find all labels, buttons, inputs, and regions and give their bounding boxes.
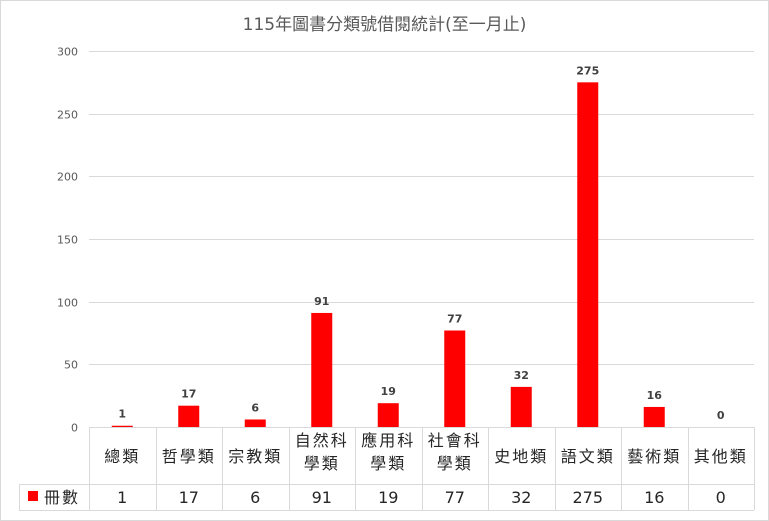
data-label: 16 xyxy=(647,389,663,402)
data-label: 275 xyxy=(576,64,599,77)
data-label: 0 xyxy=(717,409,725,422)
category-label: 自然科 xyxy=(295,431,349,450)
y-tick-label: 150 xyxy=(57,234,78,247)
y-tick-label: 100 xyxy=(57,297,78,310)
bar xyxy=(244,419,266,427)
table-value: 32 xyxy=(511,488,531,507)
category-label: 學類 xyxy=(370,454,406,473)
category-label: 史地類 xyxy=(494,447,548,466)
table-value: 6 xyxy=(250,488,260,507)
series-label: 冊數 xyxy=(44,488,80,507)
category-label: 社會科 xyxy=(428,431,482,450)
y-tick-label: 250 xyxy=(57,109,78,122)
data-label: 91 xyxy=(314,295,329,308)
y-tick-label: 50 xyxy=(64,359,78,372)
data-label: 77 xyxy=(447,312,462,325)
bar xyxy=(377,403,399,427)
category-label: 學類 xyxy=(437,454,473,473)
data-label: 1 xyxy=(118,408,126,421)
bar xyxy=(577,82,599,427)
category-label: 語文類 xyxy=(561,447,615,466)
data-label: 17 xyxy=(181,388,196,401)
y-tick-label: 200 xyxy=(57,171,78,184)
y-tick-label: 0 xyxy=(71,422,78,435)
table-value: 0 xyxy=(716,488,726,507)
category-label: 哲學類 xyxy=(162,447,216,466)
bar xyxy=(311,312,333,427)
legend-key xyxy=(28,491,38,501)
chart-title: 115年圖書分類號借閱統計(至一月止) xyxy=(242,15,527,35)
table-value: 91 xyxy=(312,488,332,507)
bar xyxy=(643,406,665,427)
category-label: 其他類 xyxy=(694,447,748,466)
category-label: 藝術類 xyxy=(627,447,681,466)
data-labels: 1 17 6 91 19 77 32 275 16 0 xyxy=(118,64,725,422)
category-label: 學類 xyxy=(304,454,340,473)
gridlines xyxy=(89,51,754,428)
bar xyxy=(178,405,200,427)
y-axis-ticks: 0 50 100 150 200 250 300 xyxy=(57,46,78,435)
category-label: 宗教類 xyxy=(228,447,282,466)
table-value: 19 xyxy=(378,488,398,507)
bar xyxy=(111,425,133,427)
table-value: 17 xyxy=(179,488,199,507)
data-label: 6 xyxy=(251,401,259,414)
category-label: 總類 xyxy=(104,447,140,466)
data-label: 19 xyxy=(381,385,396,398)
category-label: 應用科 xyxy=(361,431,415,450)
bars xyxy=(111,82,665,427)
bar xyxy=(510,386,532,427)
table-value: 77 xyxy=(445,488,465,507)
data-label: 32 xyxy=(514,369,529,382)
table-value: 1 xyxy=(117,488,127,507)
table-value: 275 xyxy=(572,488,603,507)
bar xyxy=(444,330,466,427)
table-value: 16 xyxy=(644,488,664,507)
y-tick-label: 300 xyxy=(57,46,78,59)
